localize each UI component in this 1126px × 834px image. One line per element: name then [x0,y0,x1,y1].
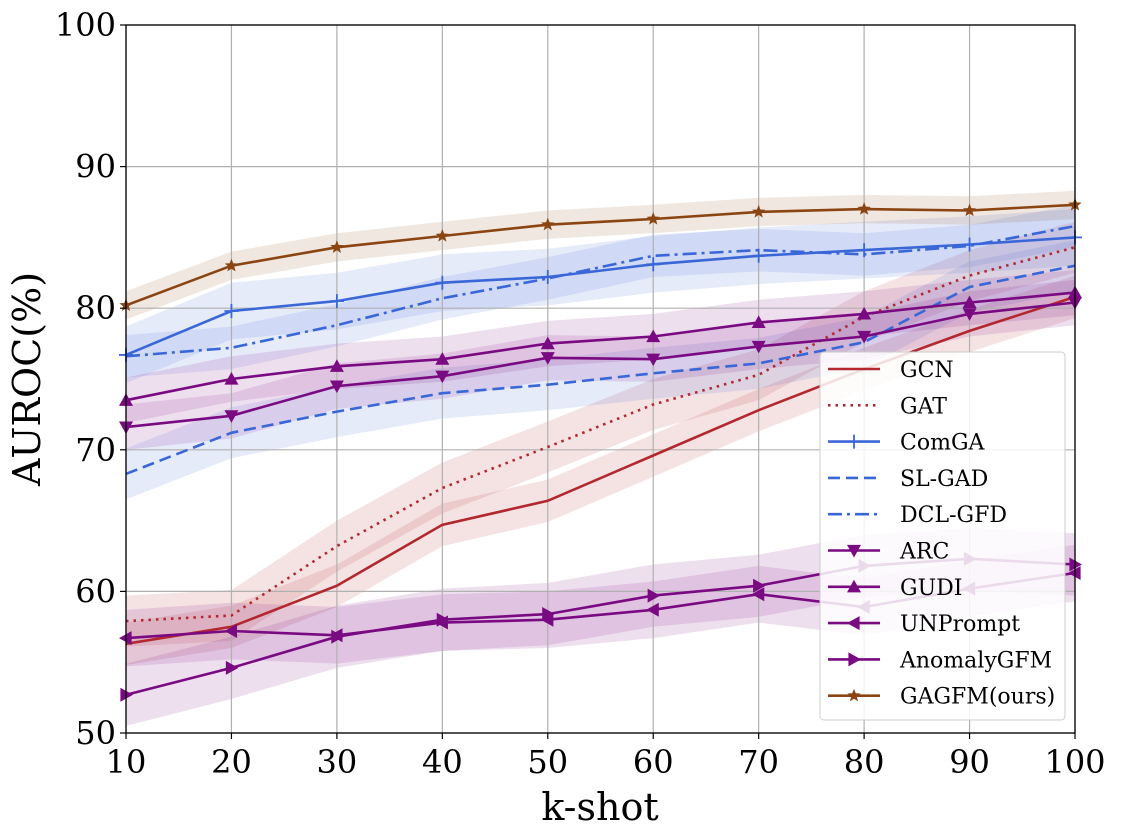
gudi-point [435,352,450,365]
dcl-gfd-band [126,204,1075,378]
arc-point [435,370,450,384]
y-tick-label: 50 [75,714,116,752]
legend: GCN GAT ComGA SL-GAD DCL-GFD ARC GUDI UNPrompt A… [819,351,1066,721]
unprompt-point [751,587,765,602]
arc-point [224,410,239,423]
anomalygfm-point [436,612,450,627]
x-axis-label: k-shot [541,785,658,829]
anomalygfm-point [753,578,766,593]
arc-point [540,352,555,365]
y-axis-label: AUROC(%) [5,272,49,487]
unprompt-point [224,624,238,639]
anomalygfm-point [120,687,133,702]
anomalygfm-point [225,660,239,675]
legend-box [819,351,1066,721]
legend-marker-comga [847,434,861,449]
comga-point [329,294,344,309]
arc-point [751,340,766,354]
x-tick-label: 100 [1044,743,1105,781]
x-tick-label: 30 [317,743,358,781]
arc-band [126,279,1075,450]
legend-label-unprompt: UNPrompt [900,612,1020,637]
comga-line [125,236,1076,357]
gagfm-ours-point [330,240,344,253]
legend-label-gagfm-ours: GAGFM(ours) [900,685,1055,710]
comga-point [857,243,872,258]
gagfm-ours-point [646,211,660,225]
comga-point [224,304,239,319]
legend-label-comga: ComGA [900,431,986,456]
sl-gad-line [125,264,1076,476]
legend-marker-anomalygfm [848,652,861,667]
anomalygfm-point [542,607,555,622]
x-tick-label: 70 [738,743,779,781]
y-tick-label: 100 [55,6,116,44]
gagfm-ours-line [125,203,1076,307]
comga-point [435,275,450,290]
gagfm-ours-point [541,217,555,231]
legend-marker-gagfm-ours [847,688,861,702]
gagfm-ours-point [752,204,766,218]
x-tick-label: 80 [844,743,885,781]
y-tick-label: 90 [75,148,116,186]
x-tick-label: 90 [949,743,990,781]
arc-point [329,380,344,394]
legend-marker-gudi [847,579,861,593]
legend-label-gudi: GUDI [900,576,962,601]
axis-ticks: 10 20 30 40 50 60 70 80 90 100 50 60 70 80 90 100 [55,6,1106,781]
unprompt-point [1068,565,1081,580]
gat-band [126,221,1075,647]
gudi-point [540,336,555,350]
plot-frame [125,24,1076,734]
series-markers [119,197,1082,702]
legend-label-gcn: GCN [900,358,954,383]
comga-point [540,270,555,285]
comga-point [751,248,766,263]
anomalygfm-point [331,629,344,644]
gudi-point [329,359,344,372]
gagfm-ours-point [435,228,449,242]
gagfm-ours-point [224,258,239,272]
gudi-line [125,291,1076,402]
legend-marker-unprompt [847,616,860,631]
legend-label-anomalygfm: AnomalyGFM [899,648,1052,673]
arc-point [962,308,977,321]
arc-line [125,301,1076,429]
gudi-point [962,295,977,309]
gudi-point [751,315,766,328]
gudi-point [857,306,872,320]
gagfm-ours-point [962,203,977,217]
arc-point [857,330,872,344]
arc-point [646,353,661,367]
comga-point [962,237,977,252]
gcn-line [125,295,1076,646]
y-tick-label: 70 [75,431,116,469]
gudi-point [646,329,661,343]
anomalygfm-point [1069,557,1082,572]
gagfm-ours-point [857,202,871,215]
x-tick-label: 10 [106,743,147,781]
legend-label-sl-gad: SL-GAD [900,467,988,492]
y-tick-label: 60 [75,572,116,610]
gudi-point [224,372,239,385]
comga-point [646,257,661,272]
x-tick-label: 20 [211,743,252,781]
legend-marker-arc [847,544,861,558]
unprompt-point [646,602,659,617]
legend-label-arc: ARC [899,540,949,565]
sl-gad-band [126,240,1075,500]
legend-label-gat: GAT [900,394,947,419]
legend-label-dcl-gfd: DCL-GFD [900,503,1007,528]
x-tick-label: 40 [422,743,463,781]
unprompt-point [119,631,132,646]
gagfm-ours-band [126,190,1075,320]
series-lines [125,203,1076,697]
y-tick-label: 80 [75,289,116,327]
x-tick-label: 50 [527,743,568,781]
x-tick-label: 60 [633,743,674,781]
anomalygfm-point [647,588,661,603]
